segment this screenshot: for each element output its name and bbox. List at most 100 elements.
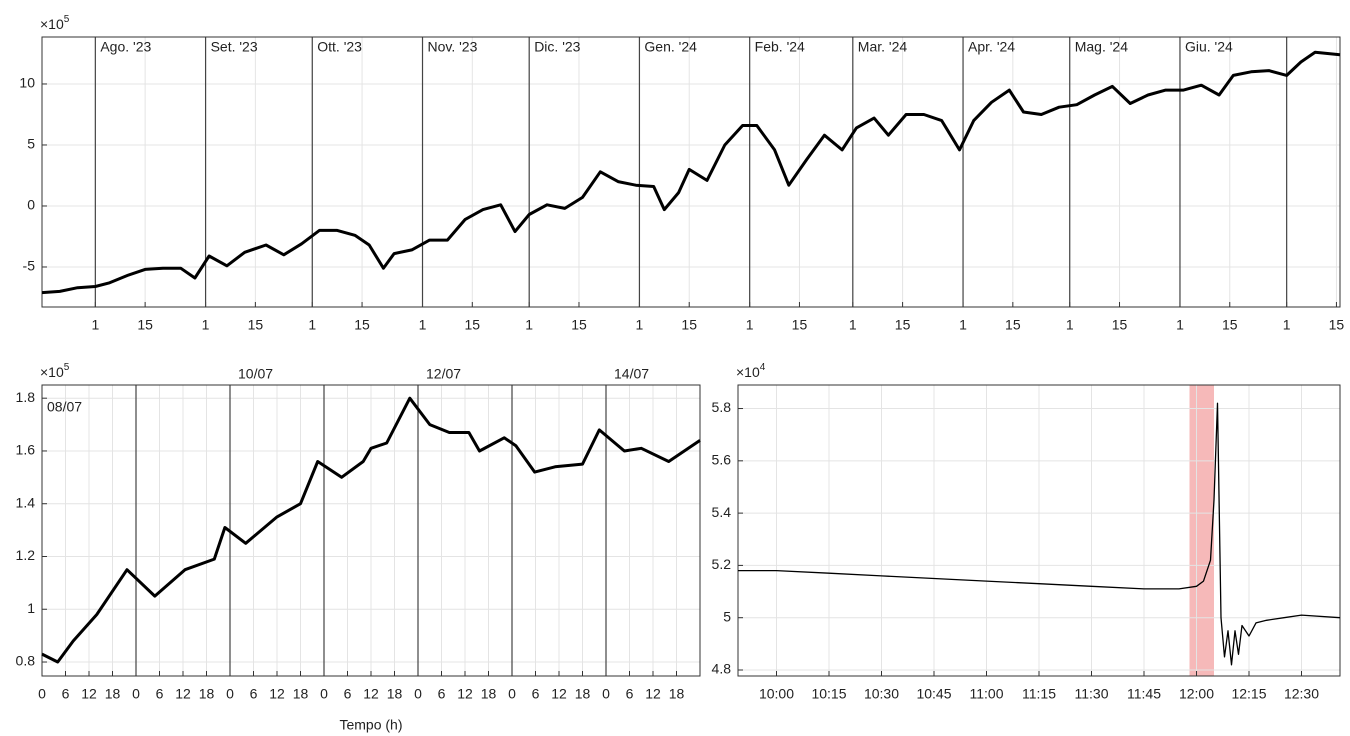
- y-tick-label: 5.8: [712, 399, 732, 415]
- y-tick-label: 5.6: [712, 452, 732, 468]
- y-tick-label: 5: [27, 136, 35, 152]
- x-tick-label: 1: [1066, 317, 1074, 333]
- x-tick-label: 12:15: [1231, 686, 1266, 702]
- x-tick-label: 0: [414, 686, 422, 702]
- x-tick-label: 1: [746, 317, 754, 333]
- x-tick-label: 15: [895, 317, 911, 333]
- x-tick-label: 10:45: [916, 686, 951, 702]
- x-tick-label: 15: [1222, 317, 1238, 333]
- x-tick-label: 1: [419, 317, 427, 333]
- x-tick-label: 0: [132, 686, 140, 702]
- x-tick-label: 18: [669, 686, 685, 702]
- y-multiplier-exponent: 4: [760, 362, 766, 373]
- x-tick-label: 15: [137, 317, 153, 333]
- x-tick-label: 15: [681, 317, 697, 333]
- x-tick-label: 15: [1329, 317, 1345, 333]
- period-label: Apr. '24: [968, 39, 1015, 55]
- x-tick-label: 12: [175, 686, 191, 702]
- y-tick-label: 1.2: [16, 547, 36, 563]
- x-tick-label: 18: [387, 686, 403, 702]
- x-tick-label: 1: [525, 317, 533, 333]
- period-label: Gen. '24: [644, 39, 697, 55]
- x-tick-label: 11:15: [1022, 686, 1056, 702]
- x-tick-label: 6: [438, 686, 446, 702]
- x-tick-label: 12: [269, 686, 285, 702]
- x-tick-label: 1: [1283, 317, 1291, 333]
- period-label: 08/07: [47, 399, 82, 415]
- period-label: Mag. '24: [1075, 39, 1128, 55]
- x-tick-label: 15: [465, 317, 481, 333]
- y-tick-label: 1.4: [16, 494, 36, 510]
- x-tick-label: 1: [91, 317, 99, 333]
- x-tick-label: 0: [320, 686, 328, 702]
- x-tick-label: 1: [849, 317, 857, 333]
- x-tick-label: 11:00: [970, 686, 1004, 702]
- plot-frame: [737, 384, 1341, 677]
- x-tick-label: 6: [62, 686, 70, 702]
- x-tick-label: 18: [481, 686, 497, 702]
- period-label: Dic. '23: [534, 39, 580, 55]
- x-tick-label: 12: [363, 686, 379, 702]
- x-tick-label: 1: [636, 317, 644, 333]
- period-label: Ott. '23: [317, 39, 362, 55]
- x-tick-label: 18: [575, 686, 591, 702]
- period-label: 10/07: [238, 366, 273, 382]
- x-tick-label: 6: [250, 686, 258, 702]
- period-label: 12/07: [426, 366, 461, 382]
- y-tick-label: -5: [23, 258, 36, 274]
- x-tick-label: 12:30: [1284, 686, 1319, 702]
- x-tick-label: 15: [792, 317, 808, 333]
- period-label: Mar. '24: [858, 39, 908, 55]
- y-multiplier-exponent: 5: [64, 362, 70, 373]
- period-label: Giu. '24: [1185, 39, 1233, 55]
- y-multiplier-base: ×10: [40, 364, 64, 380]
- x-tick-label: 12:00: [1179, 686, 1214, 702]
- period-label: Set. '23: [211, 39, 258, 55]
- y-tick-label: 5.2: [712, 556, 732, 572]
- x-tick-label: 15: [571, 317, 587, 333]
- period-label: 14/07: [614, 366, 649, 382]
- series-line: [738, 402, 1341, 666]
- plot-frame: [41, 36, 1341, 308]
- period-label: Ago. '23: [100, 39, 151, 55]
- series-line: [41, 396, 701, 664]
- x-tick-label: 12: [645, 686, 661, 702]
- x-tick-label: 6: [532, 686, 540, 702]
- x-tick-label: 10:30: [864, 686, 899, 702]
- x-tick-label: 0: [602, 686, 610, 702]
- series-line: [41, 50, 1341, 295]
- x-tick-label: 12: [81, 686, 97, 702]
- y-tick-label: 1: [27, 600, 35, 616]
- period-label: Feb. '24: [755, 39, 805, 55]
- y-multiplier: ×104: [736, 362, 766, 380]
- x-tick-label: 18: [293, 686, 309, 702]
- x-tick-label: 6: [626, 686, 634, 702]
- x-tick-label: 6: [156, 686, 164, 702]
- x-tick-label: 15: [1112, 317, 1128, 333]
- x-tick-label: 11:45: [1127, 686, 1161, 702]
- x-tick-label: 11:30: [1075, 686, 1109, 702]
- x-tick-label: 6: [344, 686, 352, 702]
- period-label: Nov. '23: [428, 39, 478, 55]
- y-tick-label: 10: [19, 75, 35, 91]
- y-tick-label: 1.6: [16, 442, 36, 458]
- x-tick-label: 18: [199, 686, 215, 702]
- x-tick-label: 1: [1176, 317, 1184, 333]
- y-tick-label: 4.8: [712, 661, 732, 677]
- y-tick-label: 0: [27, 197, 35, 213]
- y-multiplier: ×105: [40, 14, 70, 32]
- y-tick-label: 5.4: [712, 504, 732, 520]
- x-tick-label: 15: [1005, 317, 1021, 333]
- y-tick-label: 5: [723, 608, 731, 624]
- y-multiplier: ×105: [40, 362, 70, 380]
- x-tick-label: 1: [202, 317, 210, 333]
- highlight-band: [1189, 385, 1214, 676]
- plot-frame: [41, 384, 701, 677]
- x-tick-label: 10:15: [811, 686, 846, 702]
- x-tick-label: 18: [105, 686, 121, 702]
- y-multiplier-exponent: 5: [64, 14, 70, 25]
- x-tick-label: 0: [226, 686, 234, 702]
- y-tick-label: 0.8: [16, 653, 36, 669]
- x-axis-label: Tempo (h): [339, 717, 402, 733]
- x-tick-label: 1: [308, 317, 316, 333]
